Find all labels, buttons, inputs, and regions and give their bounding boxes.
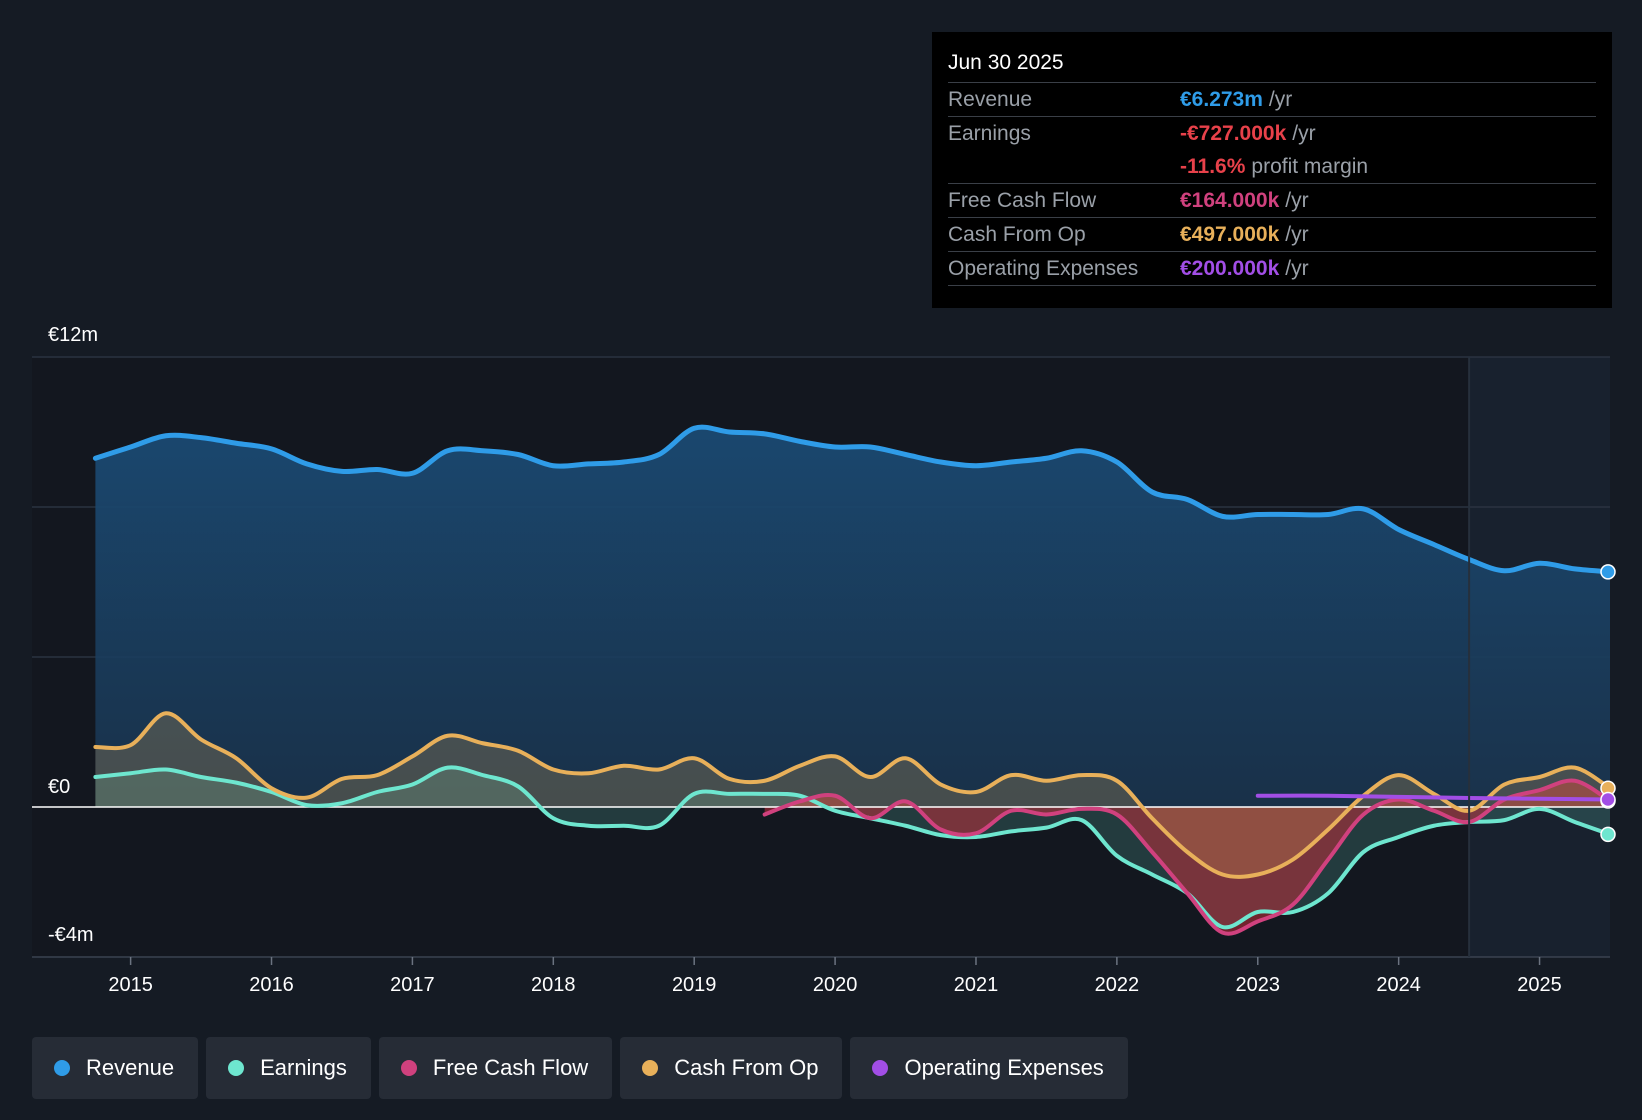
tooltip-value: €164.000k — [1180, 189, 1280, 212]
revenue-area — [95, 427, 1611, 807]
tooltip-unit: /yr — [1268, 88, 1293, 111]
tooltip-row-revenue: Revenue €6.273m /yr — [948, 83, 1596, 117]
x-tick-label: 2016 — [249, 974, 294, 996]
x-tick-label: 2024 — [1376, 974, 1421, 996]
y-axis-label: -€4m — [48, 924, 94, 946]
tooltip-value: -€727.000k — [1180, 122, 1287, 145]
legend-dot-icon — [228, 1060, 245, 1076]
x-tick-label: 2020 — [813, 974, 858, 996]
tooltip-row-cash-from-op: Cash From Op €497.000k /yr — [948, 218, 1596, 252]
legend-label: Free Cash Flow — [432, 1055, 589, 1080]
legend-label: Operating Expenses — [904, 1055, 1104, 1080]
tooltip-row-free-cash-flow: Free Cash Flow €164.000k /yr — [948, 184, 1596, 218]
legend-label: Earnings — [260, 1055, 347, 1080]
revenue-endpoint — [1600, 564, 1616, 580]
legend-label: Cash From Op — [674, 1055, 819, 1080]
tooltip-value: €6.273m — [1180, 88, 1263, 111]
tooltip-row-operating-expenses: Operating Expenses €200.000k /yr — [948, 252, 1596, 286]
legend-label: Revenue — [86, 1055, 175, 1080]
tooltip-panel: Jun 30 2025 Revenue €6.273m /yr Earnings… — [932, 32, 1612, 308]
tooltip-label: Operating Expenses — [948, 257, 1139, 280]
legend-item-cash-from-op[interactable]: Cash From Op — [620, 1037, 843, 1099]
tooltip-value: €497.000k — [1180, 223, 1280, 246]
earnings-line — [93, 765, 1612, 930]
y-axis-label: €12m — [48, 324, 98, 346]
legend-dot-icon — [872, 1060, 889, 1076]
tooltip-unit: /yr — [1285, 223, 1309, 246]
tooltip-label: Earnings — [948, 122, 1031, 145]
tooltip-value: €200.000k — [1180, 257, 1280, 280]
tooltip-row-profit-margin: -11.6% profit margin — [948, 150, 1596, 184]
x-tick-label: 2017 — [390, 974, 435, 996]
earnings-endpoint — [1600, 826, 1616, 843]
chart-legend: Revenue Earnings Free Cash Flow Cash Fro… — [32, 1037, 1128, 1099]
x-tick-label: 2023 — [1236, 974, 1281, 996]
tooltip-unit: /yr — [1292, 122, 1316, 145]
x-tick-label: 2015 — [108, 974, 153, 996]
x-tick-label: 2025 — [1517, 974, 1562, 996]
legend-item-revenue[interactable]: Revenue — [32, 1037, 199, 1099]
revenue-line — [92, 424, 1613, 575]
operating-expenses-endpoint — [1600, 791, 1616, 808]
legend-dot-icon — [400, 1060, 417, 1076]
legend-dot-icon — [54, 1060, 70, 1076]
legend-item-operating-expenses[interactable]: Operating Expenses — [850, 1037, 1128, 1099]
x-tick-label: 2019 — [672, 974, 717, 996]
cash-from-op-area — [95, 713, 1611, 877]
tooltip-unit: profit margin — [1251, 155, 1369, 178]
y-axis-label: €0 — [48, 776, 70, 798]
free-cash-flow-area — [764, 780, 1610, 934]
tooltip-row-earnings: Earnings -€727.000k /yr — [948, 117, 1596, 150]
operating-expenses-line — [1255, 793, 1612, 802]
legend-item-free-cash-flow[interactable]: Free Cash Flow — [378, 1037, 613, 1099]
x-tick-label: 2022 — [1095, 974, 1140, 996]
x-tick-label: 2021 — [954, 974, 999, 996]
legend-item-earnings[interactable]: Earnings — [206, 1037, 371, 1099]
tooltip-label — [948, 150, 1180, 183]
tooltip-unit: /yr — [1285, 189, 1309, 212]
tooltip-label: Free Cash Flow — [948, 189, 1097, 212]
tooltip-date: Jun 30 2025 — [948, 46, 1596, 83]
tooltip-unit: /yr — [1285, 257, 1309, 280]
x-tick-label: 2018 — [531, 974, 576, 996]
tooltip-value: -11.6% — [1180, 155, 1246, 178]
tooltip-label: Revenue — [948, 88, 1033, 111]
legend-dot-icon — [642, 1060, 659, 1076]
tooltip-label: Cash From Op — [948, 223, 1086, 246]
